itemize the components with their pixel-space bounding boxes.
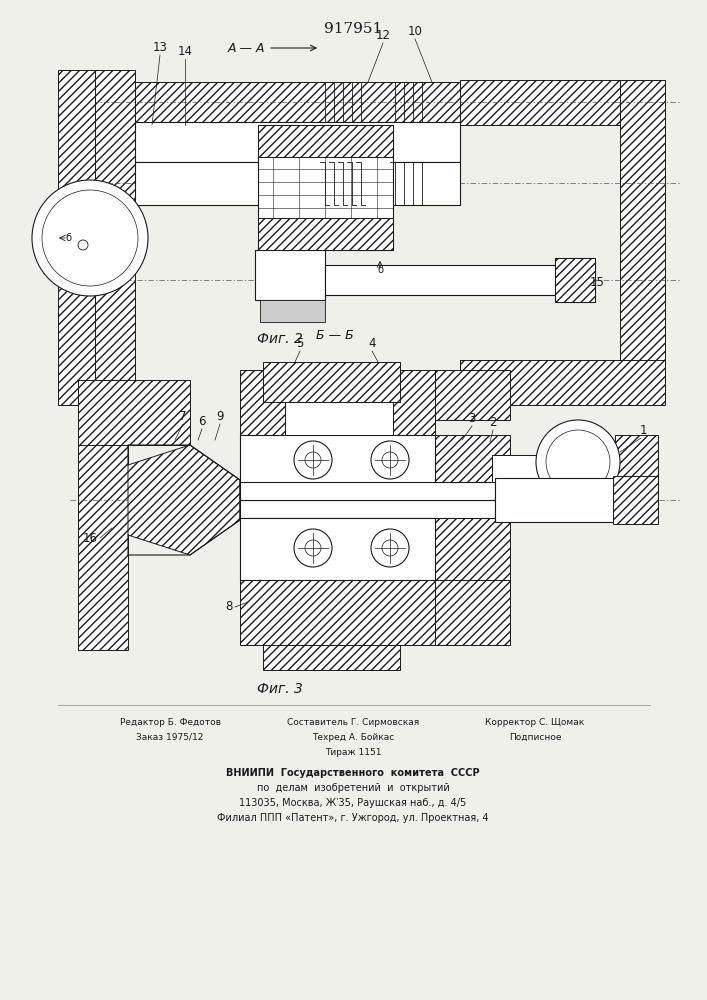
- Bar: [135, 162, 460, 205]
- Text: 1: 1: [639, 424, 647, 437]
- Bar: [492, 455, 548, 497]
- Text: 15: 15: [590, 275, 605, 288]
- Polygon shape: [135, 162, 460, 205]
- Polygon shape: [615, 435, 658, 490]
- Circle shape: [42, 190, 138, 286]
- Bar: [555, 258, 595, 302]
- Text: 917951: 917951: [324, 22, 382, 36]
- Text: 3: 3: [468, 412, 476, 425]
- Text: Фиг. 2: Фиг. 2: [257, 332, 303, 346]
- Bar: [325, 265, 560, 295]
- Circle shape: [382, 452, 398, 468]
- Text: 5: 5: [296, 337, 304, 350]
- Polygon shape: [135, 82, 460, 122]
- Polygon shape: [263, 362, 400, 402]
- Text: Филиал ППП «Патент», г. Ужгород, ул. Проектная, 4: Филиал ППП «Патент», г. Ужгород, ул. Про…: [217, 813, 489, 823]
- Text: 14: 14: [177, 45, 192, 58]
- Text: Составитель Г. Сирмовская: Составитель Г. Сирмовская: [287, 718, 419, 727]
- Circle shape: [294, 441, 332, 479]
- Polygon shape: [128, 445, 240, 555]
- Text: 13: 13: [153, 41, 168, 54]
- Circle shape: [305, 540, 321, 556]
- Text: 9: 9: [216, 410, 223, 423]
- Text: ВНИИПИ  Государственного  комитета  СССР: ВНИИПИ Государственного комитета СССР: [226, 768, 480, 778]
- Circle shape: [32, 180, 148, 296]
- Polygon shape: [435, 435, 510, 485]
- Polygon shape: [240, 580, 435, 645]
- Circle shape: [382, 540, 398, 556]
- Text: Корректор С. Щомак: Корректор С. Щомак: [486, 718, 585, 727]
- Text: Редактор Б. Федотов: Редактор Б. Федотов: [119, 718, 221, 727]
- Text: Тираж 1151: Тираж 1151: [325, 748, 381, 757]
- Polygon shape: [258, 218, 393, 250]
- Text: Техред А. Бойкас: Техред А. Бойкас: [312, 733, 394, 742]
- Text: 8: 8: [226, 600, 233, 613]
- Bar: [495, 478, 623, 522]
- Polygon shape: [620, 80, 665, 400]
- Text: 6: 6: [198, 415, 206, 428]
- Polygon shape: [435, 580, 510, 645]
- Text: А — А: А — А: [228, 41, 265, 54]
- Polygon shape: [78, 380, 190, 445]
- Circle shape: [536, 420, 620, 504]
- Polygon shape: [435, 370, 510, 420]
- Text: 4: 4: [368, 337, 375, 350]
- Polygon shape: [58, 70, 95, 405]
- Bar: [240, 435, 435, 485]
- Circle shape: [371, 529, 409, 567]
- Text: Подписное: Подписное: [509, 733, 561, 742]
- Text: 12: 12: [375, 29, 390, 42]
- Text: Фиг. 3: Фиг. 3: [257, 682, 303, 696]
- Text: 113035, Москва, Ж‵35, Раушская наб., д. 4/5: 113035, Москва, Ж‵35, Раушская наб., д. …: [240, 798, 467, 808]
- Polygon shape: [613, 476, 658, 524]
- Polygon shape: [460, 360, 665, 405]
- Text: Б — Б: Б — Б: [316, 329, 354, 342]
- Polygon shape: [258, 125, 393, 157]
- Text: Заказ 1975/12: Заказ 1975/12: [136, 733, 204, 742]
- Bar: [240, 500, 495, 518]
- Text: 16: 16: [83, 532, 98, 544]
- Polygon shape: [240, 370, 435, 435]
- Polygon shape: [263, 645, 400, 670]
- Circle shape: [546, 430, 610, 494]
- Polygon shape: [435, 518, 510, 580]
- Polygon shape: [492, 455, 548, 497]
- Text: 7: 7: [180, 410, 187, 423]
- Bar: [240, 518, 435, 580]
- Circle shape: [78, 240, 88, 250]
- Circle shape: [294, 529, 332, 567]
- Polygon shape: [78, 380, 128, 650]
- Text: по  делам  изобретений  и  открытий: по делам изобретений и открытий: [257, 783, 450, 793]
- Text: 2: 2: [489, 416, 497, 429]
- Polygon shape: [460, 80, 660, 125]
- Bar: [135, 122, 460, 162]
- Circle shape: [305, 452, 321, 468]
- Text: б: б: [377, 265, 383, 275]
- Polygon shape: [135, 122, 460, 162]
- Bar: [255, 250, 325, 300]
- Bar: [258, 125, 393, 250]
- Text: 10: 10: [407, 25, 423, 38]
- Polygon shape: [260, 300, 325, 322]
- Bar: [285, 402, 393, 435]
- Polygon shape: [555, 258, 595, 302]
- Bar: [240, 482, 495, 500]
- Text: б: б: [65, 233, 71, 243]
- Circle shape: [371, 441, 409, 479]
- Polygon shape: [90, 70, 135, 405]
